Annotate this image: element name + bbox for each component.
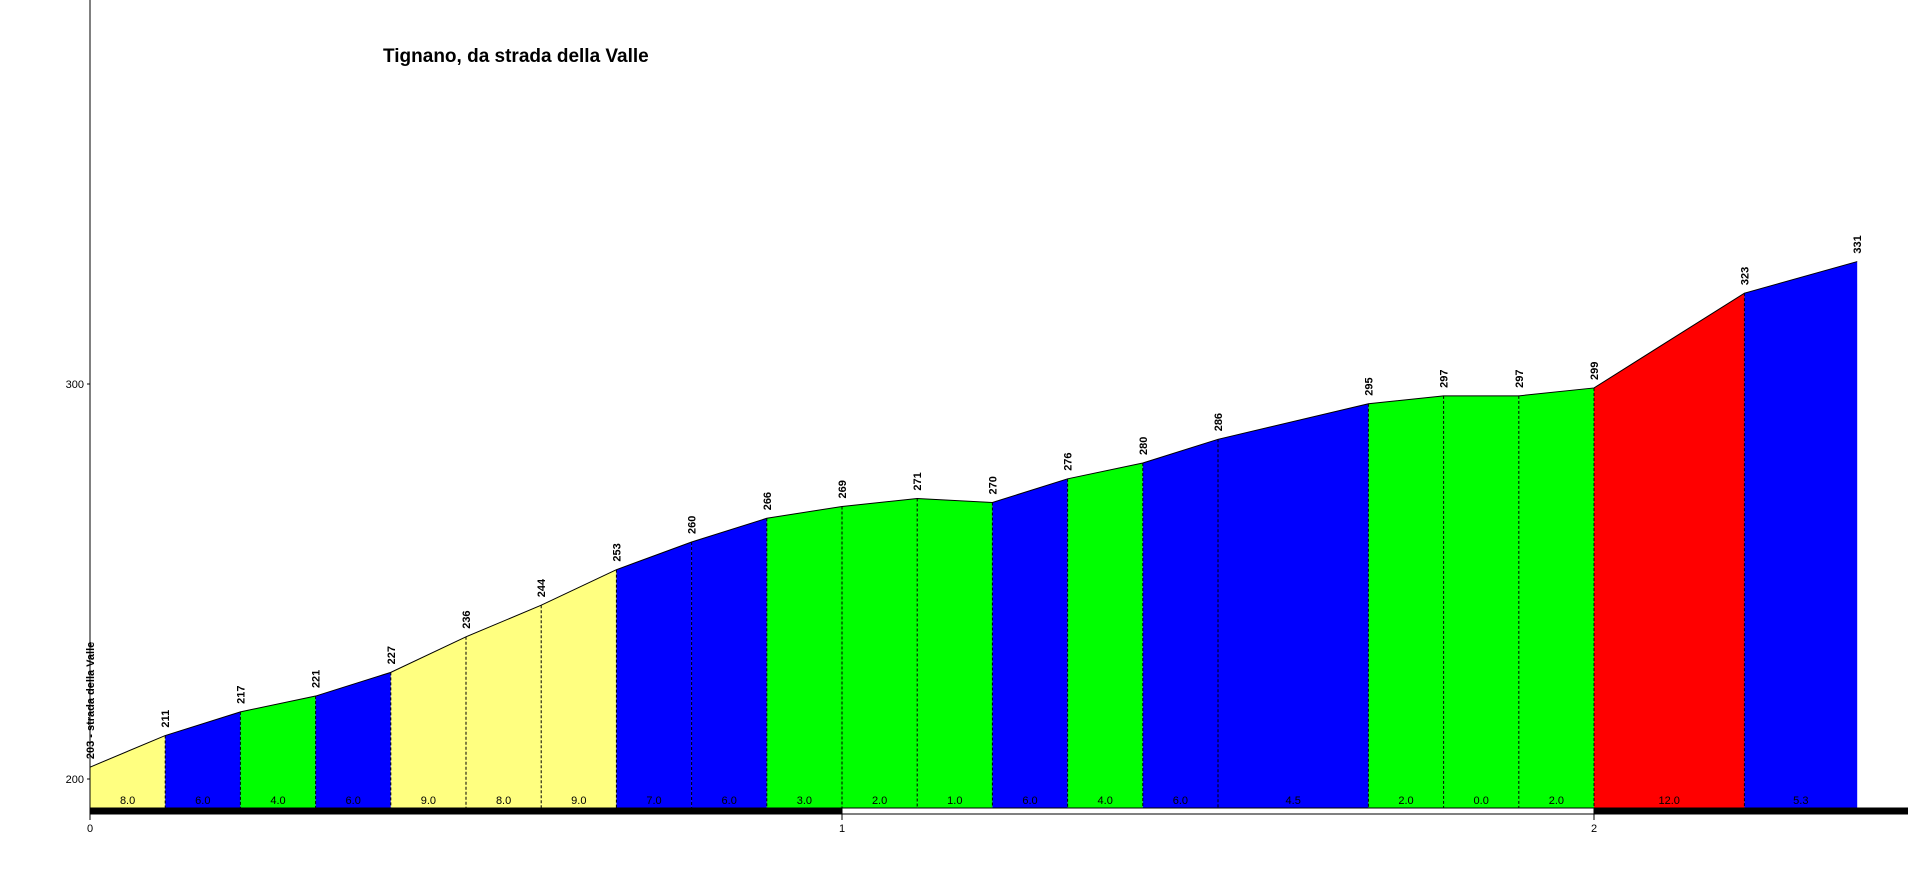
x-tick-label: 0 (87, 823, 93, 835)
segment-fill (1142, 439, 1218, 808)
gradient-label: 9.0 (571, 795, 586, 807)
segment-fill (1067, 463, 1143, 808)
elevation-label: 221 (311, 670, 323, 688)
elevation-label: 253 (611, 543, 623, 561)
distance-bar (89, 807, 843, 815)
segment-fill (240, 696, 316, 808)
gradient-label: 4.0 (1098, 795, 1113, 807)
segment-fill (842, 498, 918, 808)
gradient-label: 12.0 (1658, 795, 1679, 807)
elevation-label: 276 (1063, 452, 1075, 470)
profile-line (89, 261, 1858, 768)
segment-fill (616, 542, 692, 808)
segment-fill (1594, 293, 1745, 808)
elevation-label: 244 (536, 578, 548, 597)
elevation-label: 286 (1213, 413, 1225, 431)
segment-fill (1443, 395, 1519, 808)
gradient-label: 4.0 (270, 795, 285, 807)
gradient-label: 7.0 (646, 795, 661, 807)
x-tick-label: 1 (839, 823, 845, 835)
gradient-label: 4.5 (1286, 795, 1301, 807)
elevation-label: 271 (912, 472, 924, 490)
gradient-label: 6.0 (346, 795, 361, 807)
axes: 200 300 0 1 2 (66, 0, 1908, 835)
gradient-label: 1.0 (947, 795, 962, 807)
gradient-label: 2.0 (872, 795, 887, 807)
elevation-label: 280 (1138, 437, 1150, 455)
elevation-label: 331 (1852, 235, 1864, 253)
segment-fill (541, 569, 617, 808)
elevation-label: 260 (687, 516, 699, 534)
gradient-label: 3.0 (797, 795, 812, 807)
gradient-label: 2.0 (1549, 795, 1564, 807)
elevation-label: 236 (461, 610, 473, 628)
x-tick-label: 2 (1591, 823, 1597, 835)
segment-fill (992, 478, 1068, 808)
elevation-label: 211 (160, 710, 172, 728)
elevation-label: 295 (1363, 377, 1375, 395)
gradient-label: 0.0 (1474, 795, 1489, 807)
segment-fill (1744, 261, 1858, 808)
distance-bar (1593, 807, 1908, 815)
profile-outline (89, 261, 1858, 768)
gradient-label: 8.0 (496, 795, 511, 807)
elevation-label: 297 (1514, 369, 1526, 387)
y-tick-label: 300 (66, 379, 84, 391)
y-tick-label: 200 (66, 774, 84, 786)
gradient-fills (90, 261, 1858, 808)
elevation-label: 323 (1739, 267, 1751, 285)
elevation-label: 269 (837, 480, 849, 498)
segment-fill (1518, 387, 1594, 808)
elevation-label: 266 (762, 492, 774, 510)
elevation-label: 203 - strada della Valle (85, 642, 97, 759)
gradient-label: 6.0 (1022, 795, 1037, 807)
segment-fill (1218, 403, 1369, 808)
gradient-label: 2.0 (1398, 795, 1413, 807)
gradient-label: 6.0 (722, 795, 737, 807)
segment-fill (691, 518, 767, 808)
elevation-label: 270 (987, 476, 999, 494)
segment-fill (766, 506, 842, 808)
elevation-label: 297 (1439, 369, 1451, 387)
elevation-label: 299 (1589, 362, 1601, 380)
segment-fill (90, 735, 166, 808)
segment-dividers (164, 293, 1745, 808)
gradient-label: 8.0 (120, 795, 135, 807)
gradient-labels: 8.0 6.0 4.0 6.0 9.0 8.0 9.0 7.0 6.0 3.0 2.0 1.0 6.0 4… (120, 795, 1808, 807)
gradient-label: 6.0 (195, 795, 210, 807)
segment-fill (1368, 395, 1444, 808)
segment-fill (466, 605, 542, 808)
gradient-label: 6.0 (1173, 795, 1188, 807)
chart-title: Tignano, da strada della Valle (383, 46, 649, 67)
segment-fill (917, 498, 993, 808)
distance-bar (841, 807, 1595, 815)
elevation-label: 227 (386, 646, 398, 664)
segment-fill (390, 636, 466, 808)
elevation-labels: 203 - strada della Valle 211 217 221 227 236 2… (85, 235, 1864, 759)
gradient-label: 5.3 (1793, 795, 1808, 807)
segment-fill (165, 711, 241, 808)
segment-fill (315, 672, 391, 808)
gradient-label: 9.0 (421, 795, 436, 807)
elevation-label: 217 (235, 685, 247, 703)
